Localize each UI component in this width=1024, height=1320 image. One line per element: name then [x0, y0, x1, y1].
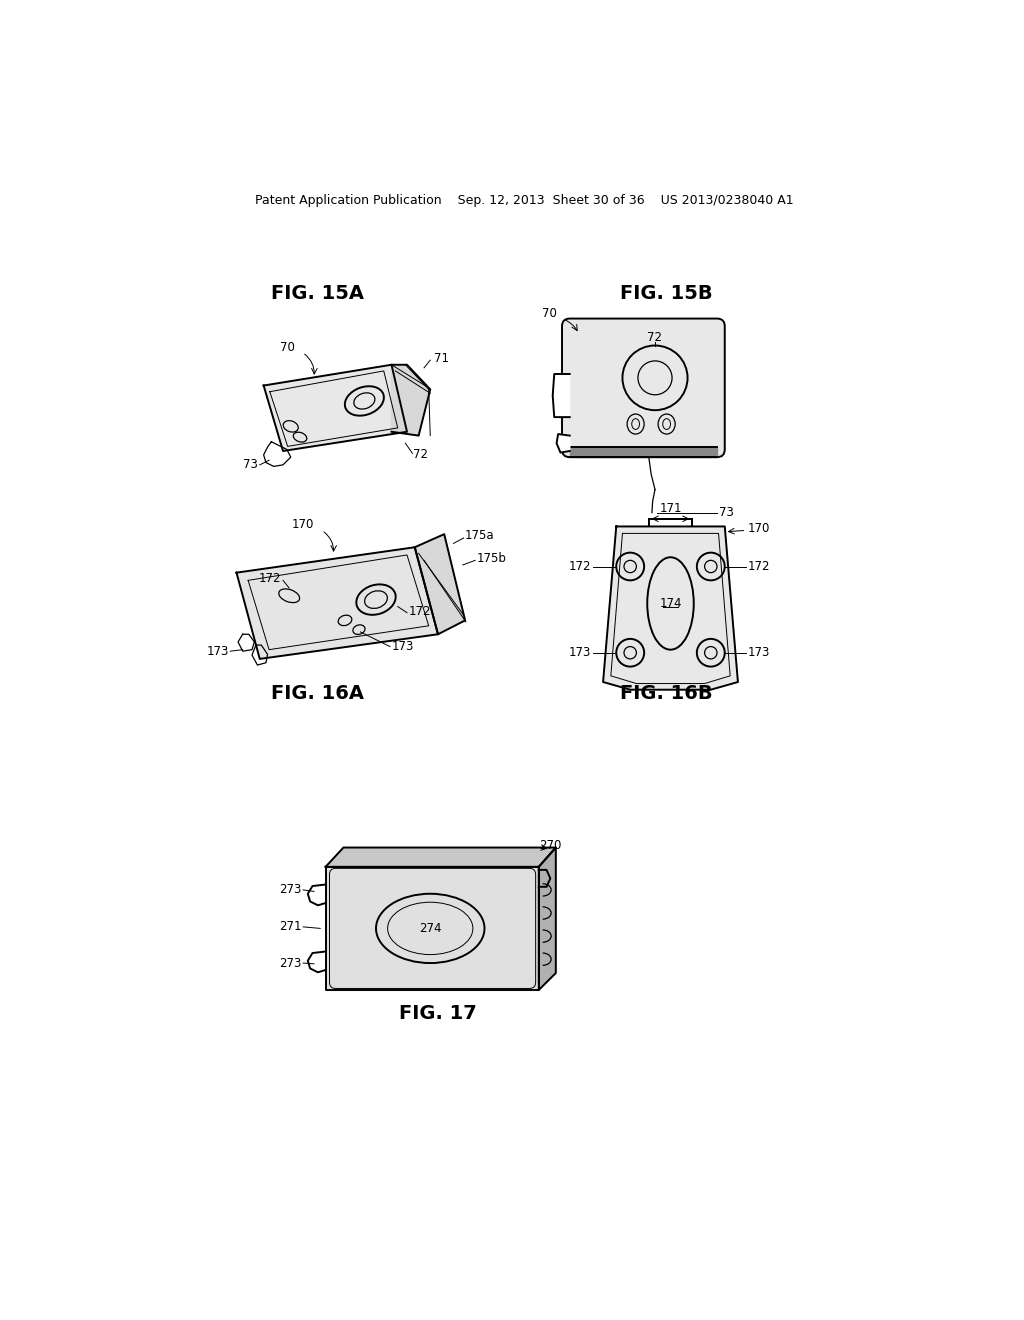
Polygon shape: [539, 847, 556, 990]
Text: 70: 70: [542, 308, 557, 321]
Text: 72: 72: [414, 449, 428, 462]
Text: 173: 173: [207, 644, 228, 657]
Text: 175a: 175a: [465, 529, 495, 543]
Text: 174: 174: [659, 597, 682, 610]
Text: 172: 172: [259, 572, 282, 585]
Polygon shape: [603, 527, 738, 689]
Text: FIG. 17: FIG. 17: [399, 1003, 477, 1023]
Text: 273: 273: [280, 883, 302, 896]
Text: 173: 173: [569, 647, 592, 659]
Text: FIG. 15A: FIG. 15A: [271, 284, 365, 302]
Text: 71: 71: [434, 352, 450, 366]
Text: 73: 73: [719, 506, 733, 519]
Polygon shape: [415, 535, 465, 635]
Text: 171: 171: [659, 502, 682, 515]
Polygon shape: [263, 364, 407, 451]
Text: FIG. 16A: FIG. 16A: [271, 684, 365, 704]
Polygon shape: [326, 867, 539, 990]
Polygon shape: [326, 847, 556, 867]
Text: 173: 173: [748, 647, 770, 659]
Text: FIG. 15B: FIG. 15B: [621, 284, 713, 302]
FancyBboxPatch shape: [562, 318, 725, 457]
Text: 273: 273: [280, 957, 302, 970]
Text: 172: 172: [409, 605, 431, 618]
Polygon shape: [237, 548, 438, 659]
Polygon shape: [391, 364, 430, 436]
Text: 270: 270: [539, 838, 561, 851]
Text: 70: 70: [280, 341, 295, 354]
Text: 274: 274: [419, 921, 441, 935]
Text: 271: 271: [280, 920, 302, 933]
Text: 175b: 175b: [477, 552, 507, 565]
Text: 73: 73: [244, 458, 258, 471]
Polygon shape: [553, 374, 569, 417]
Text: Patent Application Publication    Sep. 12, 2013  Sheet 30 of 36    US 2013/02380: Patent Application Publication Sep. 12, …: [255, 194, 795, 207]
Text: 170: 170: [292, 519, 314, 532]
Text: 173: 173: [391, 640, 414, 653]
Text: 72: 72: [647, 330, 663, 343]
Text: FIG. 16B: FIG. 16B: [621, 684, 713, 704]
FancyBboxPatch shape: [330, 869, 536, 989]
Text: 172: 172: [748, 560, 770, 573]
Text: 172: 172: [569, 560, 592, 573]
Text: 170: 170: [748, 521, 770, 535]
Polygon shape: [557, 434, 569, 453]
Polygon shape: [569, 447, 717, 457]
